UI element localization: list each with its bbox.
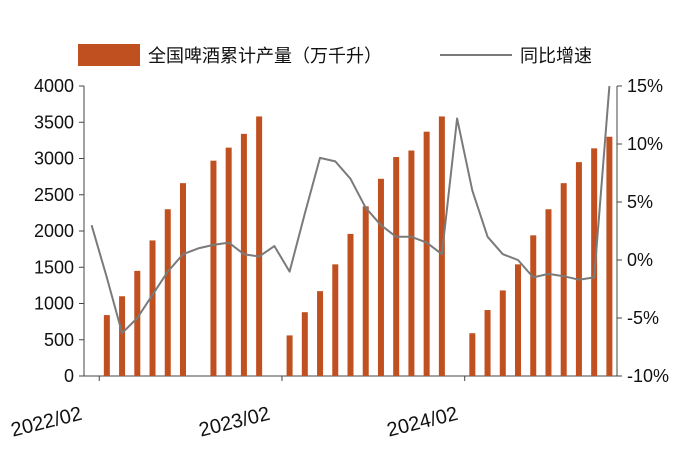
right-tick-label: 5% bbox=[627, 192, 653, 212]
right-tick-label: -10% bbox=[627, 366, 669, 386]
production-bar bbox=[225, 147, 232, 376]
right-tick-label: 10% bbox=[627, 134, 663, 154]
production-bar bbox=[164, 209, 171, 376]
tick-labels: 0 500 1000 1500 2000 2500 3000 3500 4000 -10% -5% 0… bbox=[9, 76, 669, 442]
production-bar bbox=[484, 310, 491, 376]
production-bar bbox=[256, 116, 263, 376]
left-tick-label: 500 bbox=[44, 330, 74, 350]
production-bar bbox=[119, 296, 126, 376]
production-bar bbox=[377, 178, 384, 376]
production-bar bbox=[332, 264, 339, 376]
production-bar bbox=[560, 183, 567, 376]
production-bar bbox=[301, 312, 308, 376]
production-bar bbox=[393, 157, 400, 376]
production-bar bbox=[362, 206, 369, 376]
production-bar bbox=[134, 270, 141, 376]
x-tick-label: 2022/02 bbox=[9, 403, 84, 442]
bars bbox=[103, 116, 613, 376]
x-tick-label: 2024/02 bbox=[385, 403, 460, 442]
legend: 全国啤酒累计产量（万千升） 同比增速 bbox=[78, 44, 592, 67]
left-tick-label: 1500 bbox=[34, 257, 74, 277]
production-bar bbox=[575, 162, 582, 376]
production-bar bbox=[545, 209, 552, 376]
production-bar bbox=[606, 136, 613, 376]
production-bar bbox=[515, 264, 522, 376]
left-tick-label: 2000 bbox=[34, 221, 74, 241]
growth-line-layer bbox=[90, 85, 611, 335]
right-tick-label: 15% bbox=[627, 76, 663, 96]
right-tick-label: 0% bbox=[627, 250, 653, 270]
production-bar bbox=[423, 131, 430, 376]
production-bar bbox=[286, 335, 293, 376]
production-bar bbox=[103, 315, 110, 376]
production-bar bbox=[210, 160, 217, 376]
production-bar bbox=[179, 183, 186, 376]
left-tick-label: 3000 bbox=[34, 149, 74, 169]
production-bar bbox=[530, 235, 537, 376]
left-tick-label: 0 bbox=[64, 366, 74, 386]
left-tick-label: 1000 bbox=[34, 294, 74, 314]
legend-label-growth: 同比增速 bbox=[520, 46, 592, 67]
left-tick-label: 3500 bbox=[34, 112, 74, 132]
right-tick-label: -5% bbox=[627, 308, 659, 328]
x-tick-label: 2023/02 bbox=[197, 403, 272, 442]
production-bar bbox=[499, 290, 506, 376]
production-bar bbox=[347, 233, 354, 376]
growth-line bbox=[90, 85, 611, 335]
left-tick-label: 2500 bbox=[34, 185, 74, 205]
production-bar bbox=[591, 148, 598, 376]
production-bar bbox=[149, 240, 156, 376]
production-bar bbox=[317, 291, 324, 376]
legend-label-production: 全国啤酒累计产量（万千升） bbox=[148, 46, 382, 67]
production-bar bbox=[408, 150, 415, 376]
production-bar bbox=[469, 333, 476, 376]
left-tick-label: 4000 bbox=[34, 76, 74, 96]
legend-swatch-production bbox=[78, 44, 140, 66]
